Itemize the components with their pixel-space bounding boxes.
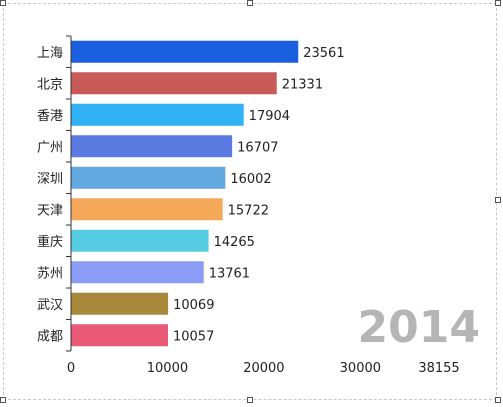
category-label: 广州 xyxy=(37,140,63,155)
resize-handle-top-right[interactable] xyxy=(495,0,501,6)
resize-handle-middle-right[interactable] xyxy=(495,197,501,203)
value-label: 13761 xyxy=(209,266,250,281)
category-label: 上海 xyxy=(37,46,63,61)
bar[interactable] xyxy=(71,261,204,284)
resize-handle-bottom-center[interactable] xyxy=(247,397,253,403)
bar[interactable] xyxy=(71,166,226,189)
x-tick-label: 10000 xyxy=(147,361,188,376)
bar[interactable] xyxy=(71,229,209,252)
value-label: 16002 xyxy=(230,172,271,187)
bar[interactable] xyxy=(71,72,277,95)
value-label: 23561 xyxy=(303,46,344,61)
value-label: 17904 xyxy=(249,109,290,124)
resize-handle-top-center[interactable] xyxy=(247,0,253,6)
category-label: 深圳 xyxy=(37,172,63,187)
resize-handle-bottom-right[interactable] xyxy=(495,397,501,403)
x-tick-label: 0 xyxy=(67,361,75,376)
bar[interactable] xyxy=(71,135,233,158)
category-label: 香港 xyxy=(37,109,63,124)
value-label: 10069 xyxy=(173,298,214,313)
bar[interactable] xyxy=(71,324,168,347)
year-label: 2014 xyxy=(358,302,480,353)
category-label: 武汉 xyxy=(37,298,63,313)
category-label: 重庆 xyxy=(37,234,63,250)
value-label: 15722 xyxy=(228,203,269,218)
bar[interactable] xyxy=(71,292,169,315)
category-label: 天津 xyxy=(37,203,63,218)
value-label: 21331 xyxy=(282,77,323,92)
category-label: 成都 xyxy=(37,329,63,344)
value-label: 16707 xyxy=(237,140,278,155)
value-label: 14265 xyxy=(214,235,255,250)
category-label: 苏州 xyxy=(37,265,63,281)
bar[interactable] xyxy=(71,40,299,63)
category-label: 北京 xyxy=(37,77,63,92)
resize-handle-bottom-left[interactable] xyxy=(0,397,6,403)
bar[interactable] xyxy=(71,198,223,221)
value-label: 10057 xyxy=(173,329,214,344)
x-tick-label: 30000 xyxy=(340,361,381,376)
resize-handle-top-left[interactable] xyxy=(0,0,6,6)
x-tick-label: 38155 xyxy=(418,361,459,376)
x-tick-label: 20000 xyxy=(243,361,284,376)
bar[interactable] xyxy=(71,103,244,126)
